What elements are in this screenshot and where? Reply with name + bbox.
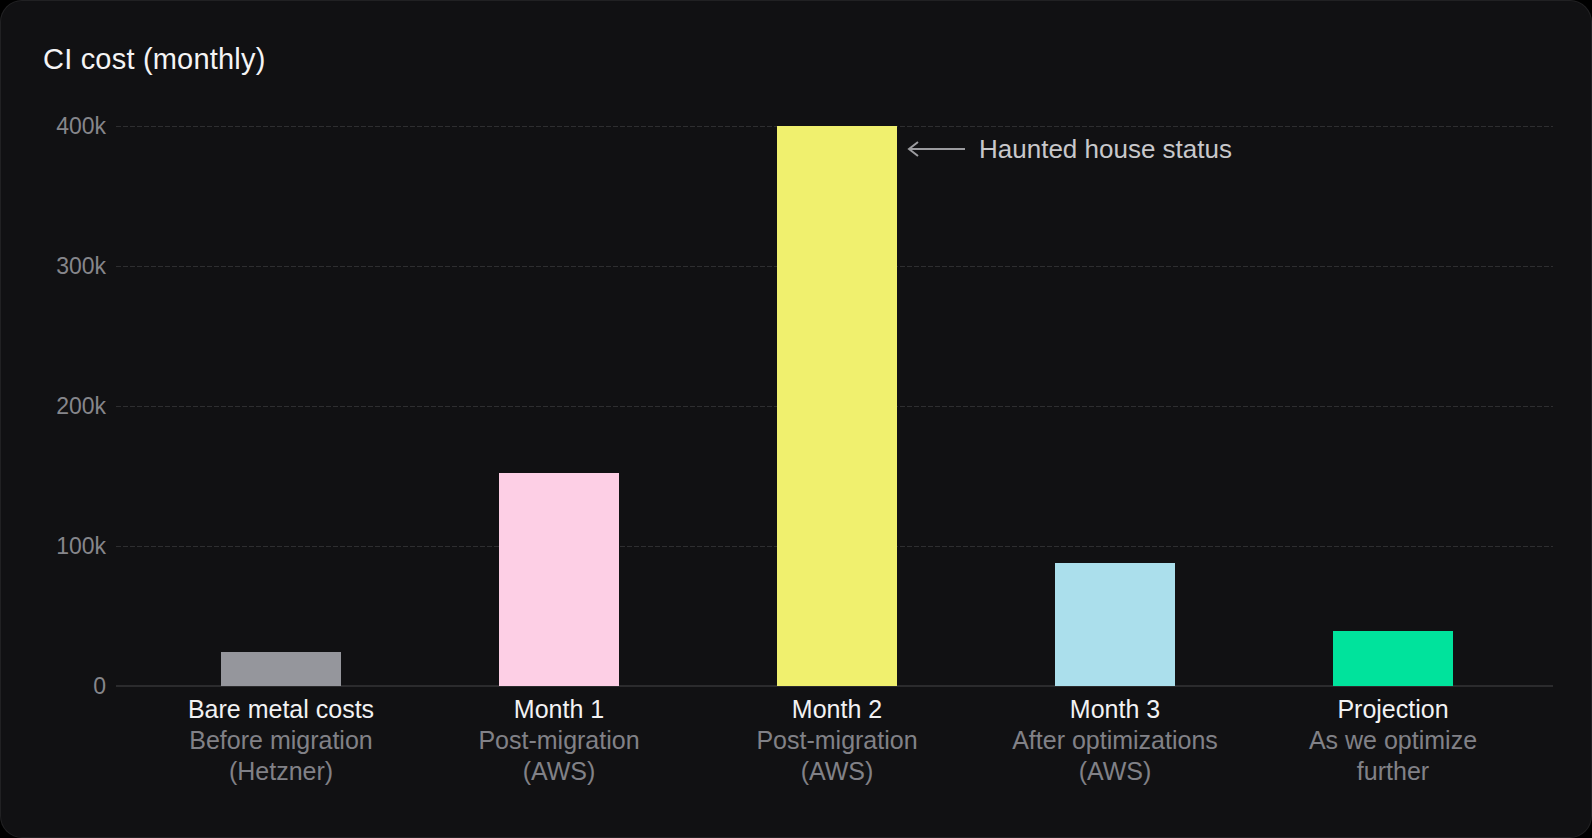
category-label: ProjectionAs we optimizefurther bbox=[1243, 694, 1543, 787]
y-axis-tick-label: 400k bbox=[1, 114, 106, 138]
category-label: Bare metal costsBefore migration(Hetzner… bbox=[131, 694, 431, 787]
bar-projection bbox=[1333, 631, 1453, 686]
y-axis-tick-label: 0 bbox=[1, 674, 106, 698]
y-axis-tick-label: 100k bbox=[1, 534, 106, 558]
left-arrow-icon bbox=[905, 140, 967, 158]
category-sublabel: further bbox=[1243, 756, 1543, 787]
y-axis-tick-label: 300k bbox=[1, 254, 106, 278]
category-label: Month 2Post-migration(AWS) bbox=[687, 694, 987, 787]
category-label-main: Month 2 bbox=[687, 694, 987, 725]
category-sublabel: Before migration bbox=[131, 725, 431, 756]
category-label-main: Month 1 bbox=[409, 694, 709, 725]
category-label: Month 3After optimizations(AWS) bbox=[965, 694, 1265, 787]
category-sublabel: Post-migration bbox=[409, 725, 709, 756]
category-sublabel: (AWS) bbox=[965, 756, 1265, 787]
category-sublabel: After optimizations bbox=[965, 725, 1265, 756]
category-label: Month 1Post-migration(AWS) bbox=[409, 694, 709, 787]
category-label-main: Projection bbox=[1243, 694, 1543, 725]
category-sublabel: (Hetzner) bbox=[131, 756, 431, 787]
bar-month-2 bbox=[777, 126, 897, 686]
chart-panel: CI cost (monthly) 400k300k200k100k0Bare … bbox=[0, 0, 1592, 838]
bar-month-1 bbox=[499, 473, 619, 686]
annotation: Haunted house status bbox=[905, 133, 1232, 165]
category-sublabel: Post-migration bbox=[687, 725, 987, 756]
bar-chart-plot-area: 400k 300k 200k 100k 0 Bare metal costsBefore … bbox=[1, 1, 1591, 837]
category-sublabel: (AWS) bbox=[409, 756, 709, 787]
category-label-main: Bare metal costs bbox=[131, 694, 431, 725]
category-sublabel: (AWS) bbox=[687, 756, 987, 787]
annotation-text: Haunted house status bbox=[979, 134, 1232, 165]
bar-month-3 bbox=[1055, 563, 1175, 686]
y-axis-tick-label: 200k bbox=[1, 394, 106, 418]
bar-bare-metal-costs bbox=[221, 652, 341, 686]
category-sublabel: As we optimize bbox=[1243, 725, 1543, 756]
category-label-main: Month 3 bbox=[965, 694, 1265, 725]
